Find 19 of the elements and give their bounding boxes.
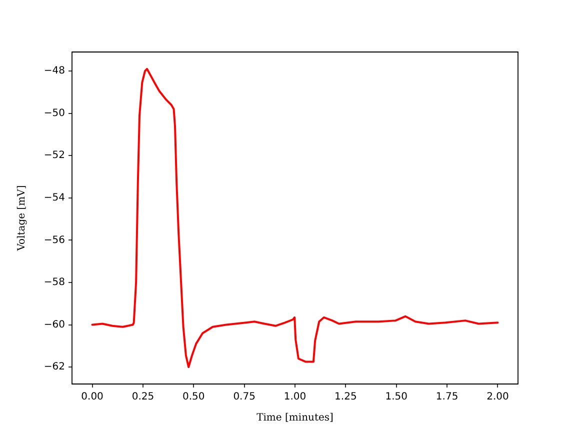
x-tick-label: 0.75 (233, 392, 256, 403)
x-tick-label: 0.50 (182, 392, 205, 403)
y-tick-label: −56 (44, 234, 65, 246)
x-tick-label: 1.75 (436, 392, 458, 403)
y-tick-label: −52 (44, 150, 65, 162)
x-tick-label: 1.25 (334, 392, 357, 403)
y-tick-label: −58 (44, 277, 65, 288)
x-tick-label: 2.00 (486, 392, 509, 403)
x-tick-label: 1.00 (284, 392, 306, 403)
x-tick-label: 1.50 (385, 392, 408, 403)
y-tick-label: −48 (44, 66, 65, 77)
y-tick-label: −54 (44, 192, 65, 204)
y-tick-label: −50 (44, 108, 65, 119)
x-tick-label: 0.25 (132, 392, 154, 403)
y-axis-title: Voltage [mV] (16, 185, 28, 252)
x-tick-label: 0.00 (81, 392, 104, 403)
y-tick-label: −60 (44, 319, 65, 330)
x-axis-title: Time [minutes] (256, 412, 334, 424)
y-tick-label: −62 (44, 362, 65, 373)
